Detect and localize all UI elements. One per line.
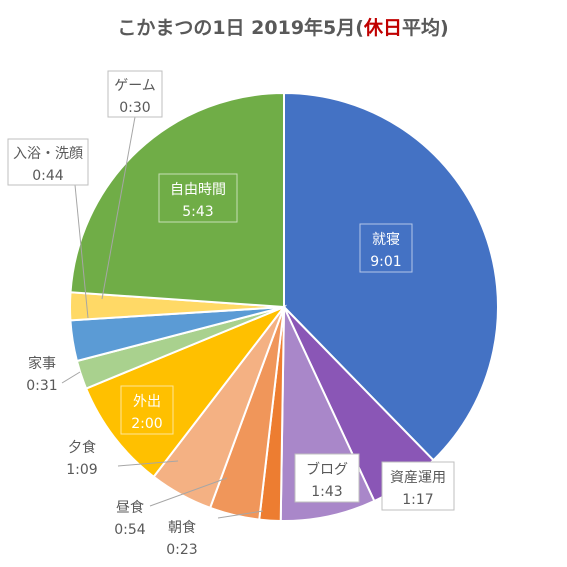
data-label-value: 0:31: [26, 378, 57, 394]
leader-line: [149, 477, 228, 507]
chart-title-suffix: 平均): [402, 16, 449, 39]
data-label-name: 就寝: [372, 231, 400, 248]
chart-title-highlight: 休日: [363, 17, 402, 39]
data-labels: 就寝 9:01 資産運用 1:17 ブログ 1:43 朝食 0:23 昼食 0:54 夕食 1:09 外…: [7, 70, 455, 558]
data-label-box: [107, 70, 163, 118]
data-label-box: [359, 223, 413, 273]
data-label-name: 昼食: [116, 499, 144, 516]
data-label-name: ブログ: [306, 461, 348, 478]
data-label-name: ゲーム: [114, 78, 156, 94]
data-label-name: 入浴・洗顔: [13, 146, 83, 162]
pie-slice: [283, 91, 499, 462]
data-label-box: [381, 461, 455, 511]
pie-slice: [69, 91, 285, 309]
data-label-value: 9:01: [370, 254, 401, 270]
data-label-name: 外出: [133, 394, 161, 410]
leader-line: [74, 184, 89, 319]
data-label-name: 夕食: [68, 439, 96, 456]
leader-line: [217, 510, 264, 519]
data-label-value: 0:54: [114, 522, 146, 538]
data-label-box: [120, 385, 174, 435]
data-label-name: 家事: [28, 355, 56, 372]
leader-lines: [61, 116, 264, 519]
data-label-value: 1:17: [402, 492, 433, 508]
chart-title: こかまつの1日 2019年5月(休日平均): [117, 16, 448, 39]
leader-line: [101, 116, 136, 300]
data-label-value: 1:43: [311, 484, 342, 500]
data-label-name: 資産運用: [390, 470, 446, 486]
data-label-box: [7, 138, 89, 186]
data-label-name: 朝食: [168, 519, 196, 536]
chart-title-prefix: こかまつの1日 2019年5月(: [117, 16, 364, 39]
data-label-value: 0:44: [32, 168, 64, 184]
data-label-value: 2:00: [131, 416, 162, 432]
data-label-value: 5:43: [182, 204, 213, 220]
pie-slices: [69, 91, 499, 522]
data-label-value: 0:30: [119, 100, 150, 116]
data-label-box: [294, 453, 360, 503]
leader-line: [117, 460, 179, 467]
leader-line: [61, 371, 81, 384]
data-label-box: [158, 173, 238, 223]
data-label-name: 自由時間: [170, 182, 226, 198]
data-label-value: 1:09: [66, 462, 97, 478]
data-label-value: 0:23: [166, 542, 197, 558]
